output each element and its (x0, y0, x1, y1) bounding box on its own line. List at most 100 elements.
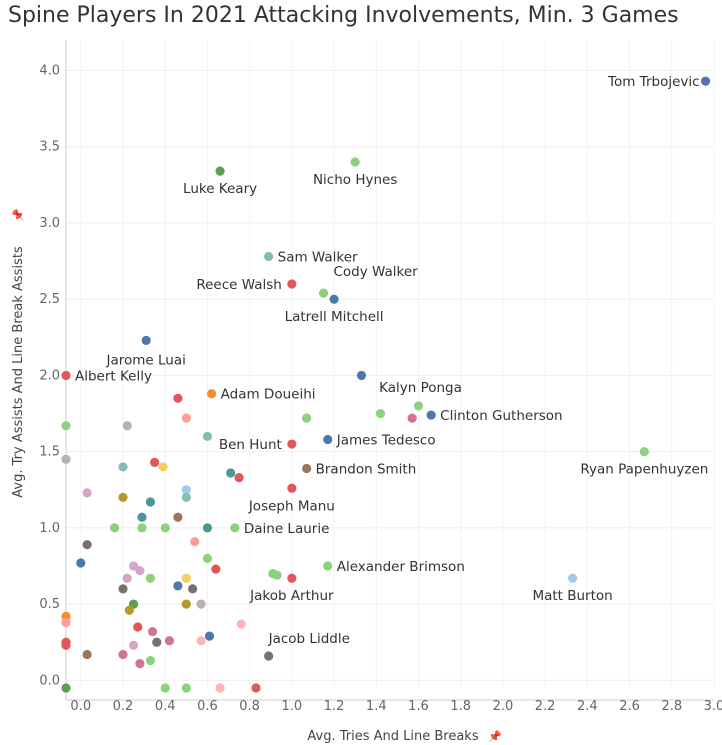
point-label: Jacob Liddle (268, 631, 350, 647)
x-axis-ticks: 0.0 0.2 0.4 0.6 0.8 1.0 1.2 1.4 1.6 1.8 2.0 2.2 2.4 2… (70, 699, 722, 714)
data-point (202, 523, 213, 533)
x-tick-label: 2.4 (577, 699, 598, 714)
x-tick-label: 2.6 (619, 699, 640, 714)
data-point (164, 636, 175, 646)
data-point (118, 649, 128, 660)
x-tick-label: 1.6 (408, 699, 429, 714)
data-point (234, 472, 244, 483)
x-tick-label: 2.0 (493, 699, 514, 714)
data-point (413, 401, 424, 411)
point-label: Brandon Smith (316, 461, 417, 477)
data-point (173, 581, 183, 591)
pin-icon[interactable]: 📌 (488, 729, 502, 743)
data-point (61, 421, 71, 431)
x-tick-label: 1.0 (282, 699, 303, 714)
data-point (211, 564, 221, 574)
data-point (407, 413, 417, 423)
data-point (329, 294, 339, 304)
data-point (61, 683, 71, 693)
data-point (323, 434, 333, 445)
x-tick-label: 2.8 (661, 699, 682, 714)
data-point (128, 561, 139, 571)
point-label: Cody Walker (334, 264, 419, 280)
y-axis-ticks: 0.0 0.5 1.0 1.5 2.0 2.5 3.0 3.5 4.0 (39, 63, 60, 688)
data-point (350, 157, 360, 167)
point-label: Daine Laurie (244, 521, 330, 537)
y-tick-label: 1.0 (39, 521, 60, 536)
data-point (215, 683, 225, 693)
data-point (272, 570, 282, 580)
point-label: Luke Keary (183, 181, 257, 197)
data-point (76, 558, 86, 568)
data-point (61, 640, 71, 650)
point-label: Alexander Brimson (337, 559, 465, 575)
point-label: Jakob Arthur (249, 588, 334, 604)
data-point (287, 573, 297, 583)
data-point (181, 413, 191, 423)
data-point (133, 622, 143, 632)
data-point (135, 659, 145, 669)
data-point (264, 651, 274, 661)
x-tick-label: 2.2 (535, 699, 556, 714)
point-label: Albert Kelly (75, 368, 152, 384)
data-point (226, 468, 236, 478)
data-point (287, 439, 297, 449)
data-point (188, 584, 198, 594)
point-label: Jarome Luai (106, 352, 186, 368)
point-label: James Tedesco (336, 432, 436, 448)
data-point (639, 447, 649, 457)
x-tick-label: 0.6 (197, 699, 218, 714)
data-point (230, 523, 240, 533)
data-point (567, 573, 578, 583)
data-point (160, 523, 170, 533)
data-point (61, 454, 71, 464)
y-tick-label: 1.5 (39, 445, 60, 460)
point-labels: Tom Trbojevic Nicho Hynes Luke Keary Sam Wa… (75, 74, 708, 647)
y-tick-label: 4.0 (39, 63, 60, 78)
y-tick-label: 2.5 (39, 292, 60, 307)
data-point (264, 251, 274, 262)
x-tick-label: 0.2 (113, 699, 134, 714)
x-tick-label: 0.0 (70, 699, 91, 714)
data-point (202, 431, 213, 442)
x-axis-label: Avg. Tries And Line Breaks (307, 729, 478, 744)
x-tick-label: 1.2 (324, 699, 345, 714)
y-tick-label: 2.0 (39, 368, 60, 383)
y-axis-label: Avg. Try Assists And Line Break Assists (11, 246, 26, 498)
data-point (302, 413, 312, 423)
x-tick-label: 0.4 (155, 699, 176, 714)
data-point (236, 619, 246, 629)
x-tick-label: 1.4 (366, 699, 387, 714)
data-point (137, 512, 147, 522)
data-point (61, 370, 71, 381)
data-point (181, 683, 191, 693)
x-tick-label: 3.0 (704, 699, 722, 714)
data-point (181, 492, 191, 503)
data-point (173, 393, 183, 403)
data-point (318, 288, 329, 298)
point-label: Clinton Gutherson (440, 408, 562, 424)
data-point (160, 683, 170, 693)
x-tick-label: 0.8 (239, 699, 260, 714)
y-tick-label: 0.5 (39, 597, 60, 612)
data-point (128, 640, 139, 650)
y-tick-label: 3.0 (39, 216, 60, 231)
data-point (145, 497, 156, 507)
data-point (700, 76, 711, 86)
data-point (82, 649, 92, 660)
data-point (135, 565, 145, 576)
data-point (215, 166, 225, 176)
x-tick-label: 1.8 (450, 699, 471, 714)
data-point (147, 626, 158, 637)
point-label: Joseph Manu (248, 498, 335, 514)
data-point (190, 537, 200, 547)
point-label: Ryan Papenhuyzen (580, 462, 708, 478)
pin-icon[interactable]: 📌 (11, 208, 25, 222)
data-point (109, 523, 120, 533)
data-point (82, 488, 92, 498)
point-label: Ben Hunt (219, 437, 282, 453)
data-point (141, 335, 151, 345)
chart-title: Spine Players In 2021 Attacking Involvem… (8, 3, 679, 28)
data-point (145, 573, 156, 583)
